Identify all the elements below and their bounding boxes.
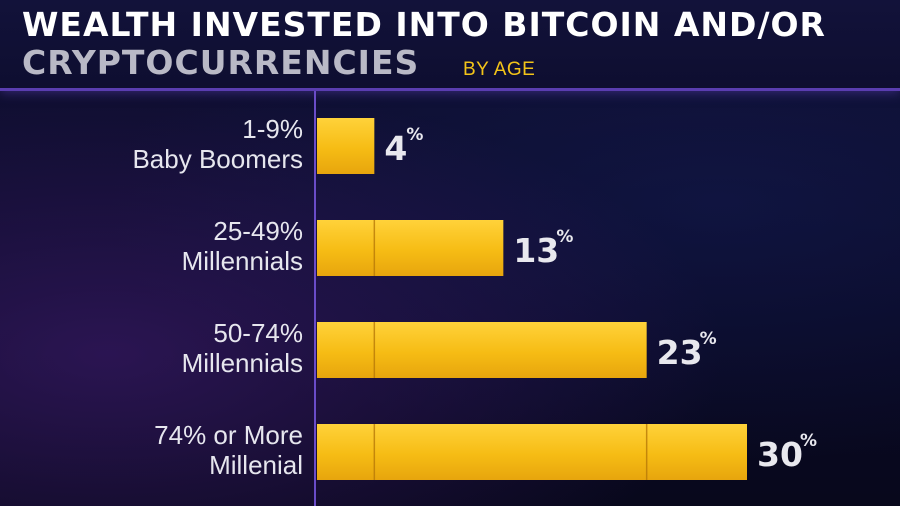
category-group-label-4: Millenial — [209, 450, 303, 480]
value-label-4: 30 — [757, 435, 803, 474]
category-range-label-1: 1-9% — [242, 114, 303, 144]
category-range-label-2: 25-49% — [213, 216, 303, 246]
category-range-label-4: 74% or More — [154, 420, 303, 450]
value-percent-sign-2: % — [556, 227, 573, 247]
value-percent-sign-1: % — [406, 125, 423, 145]
value-label-2: 13 — [513, 231, 559, 270]
value-percent-sign-4: % — [800, 431, 817, 451]
chart-title-line-1: WEALTH INVESTED INTO BITCOIN AND/OR — [22, 5, 826, 44]
bar-2 — [317, 220, 504, 276]
value-label-1: 4 — [384, 129, 407, 168]
category-range-label-3: 50-74% — [213, 318, 303, 348]
bar-chart: 1-9%Baby Boomers 4 %25-49%Millennials 13%50… — [132, 91, 817, 506]
chart-title-line-2: CRYPTOCURRENCIES — [22, 43, 420, 82]
value-percent-sign-3: % — [700, 329, 717, 349]
chart-subtitle: BY AGE — [463, 59, 536, 80]
plot-area: 1-9%Baby Boomers 4 %25-49%Millennials 13%50… — [132, 91, 817, 506]
category-group-label-3: Millennials — [182, 348, 303, 378]
category-group-label-1: Baby Boomers — [132, 144, 303, 174]
bar-1 — [317, 118, 375, 174]
chart-header: WEALTH INVESTED INTO BITCOIN AND/OR CRYP… — [0, 0, 900, 91]
bar-3 — [317, 322, 647, 378]
bar-4 — [317, 424, 747, 480]
value-label-3: 23 — [657, 333, 703, 372]
category-group-label-2: Millennials — [182, 246, 303, 276]
